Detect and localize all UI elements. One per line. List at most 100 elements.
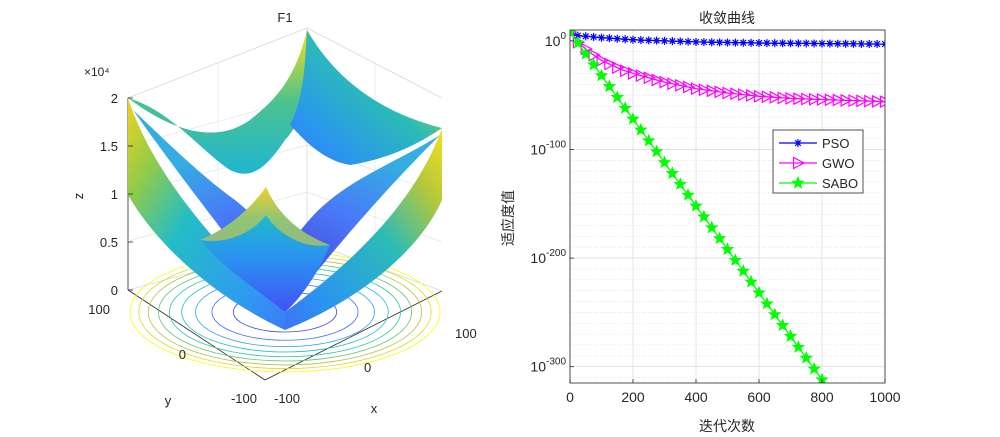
legend-marker	[794, 139, 802, 147]
surface-title: F1	[277, 10, 292, 25]
x-axis-label: x	[371, 401, 378, 416]
data-point	[712, 231, 727, 245]
data-point	[612, 61, 625, 75]
x-tick-label: 1000	[869, 389, 900, 405]
data-point	[578, 46, 593, 60]
data-point	[651, 73, 664, 87]
x-tick-label: 600	[747, 389, 771, 405]
data-point	[753, 89, 767, 103]
data-point	[697, 209, 711, 223]
data-point	[769, 90, 783, 104]
data-point	[825, 39, 834, 48]
surface-left-wing	[128, 98, 285, 330]
data-point	[728, 253, 743, 266]
data-point	[872, 94, 885, 108]
y-tick-label: 100	[545, 31, 567, 49]
data-point	[621, 35, 630, 44]
data-point	[714, 85, 727, 99]
data-point	[807, 361, 821, 375]
data-point	[801, 92, 814, 106]
data-point	[636, 36, 645, 45]
legend-label: PSO	[822, 136, 849, 151]
data-point	[715, 38, 724, 47]
data-point	[618, 101, 632, 115]
data-point	[786, 39, 795, 48]
legend-marker	[791, 175, 805, 189]
data-point	[778, 39, 787, 48]
data-point	[641, 133, 656, 147]
grid	[569, 29, 886, 383]
surface-front-cusp	[200, 187, 330, 312]
data-point	[627, 66, 641, 80]
y-tick: -100	[231, 391, 257, 406]
data-point	[629, 35, 637, 44]
data-point	[783, 329, 798, 342]
legend-item-pso: PSO	[779, 136, 849, 151]
z-tick: 0.5	[100, 235, 118, 250]
data-point	[681, 188, 695, 201]
data-point	[602, 79, 617, 93]
z-axis: 0 0.5 1 1.5 2 ×10⁴ z	[71, 65, 133, 298]
data-point	[597, 33, 606, 42]
legend-label: SABO	[822, 176, 858, 191]
x-axis: -100 0 100 x	[274, 326, 477, 416]
data-point	[775, 318, 790, 332]
surface-back-rim	[128, 30, 312, 174]
data-point	[649, 144, 664, 158]
data-point	[799, 350, 814, 364]
data-point	[626, 111, 640, 125]
data-point	[747, 38, 756, 47]
y-tick: 0	[179, 347, 186, 362]
x-tick-label: 400	[684, 389, 708, 405]
series-gwo	[570, 30, 885, 109]
surface-right-wing	[285, 128, 442, 330]
data-point	[581, 32, 590, 41]
z-exponent-label: ×10⁴	[84, 65, 110, 79]
data-point	[698, 83, 712, 97]
data-point	[833, 39, 842, 48]
data-point	[706, 84, 720, 98]
data-point	[848, 94, 861, 108]
data-point	[873, 40, 882, 49]
data-point	[744, 274, 758, 288]
data-point	[720, 242, 735, 256]
data-point	[676, 37, 685, 46]
data-point	[794, 39, 803, 48]
surface-cusp-highlight	[200, 187, 330, 246]
data-point	[752, 285, 766, 299]
data-point	[739, 38, 748, 47]
data-point	[746, 88, 759, 102]
data-point	[690, 82, 704, 96]
data-point	[668, 37, 677, 46]
data-point	[684, 37, 693, 46]
data-point	[659, 75, 672, 89]
data-point	[596, 53, 609, 67]
data-point	[849, 39, 858, 48]
data-point	[736, 264, 751, 277]
data-point	[856, 94, 869, 108]
x-tick: 100	[455, 326, 477, 341]
data-point	[760, 296, 774, 310]
x-tick: -100	[274, 391, 300, 406]
data-point	[810, 39, 819, 48]
data-point	[594, 68, 609, 82]
data-point	[644, 36, 653, 45]
data-point	[857, 39, 866, 48]
data-point	[738, 88, 751, 102]
data-point	[761, 90, 775, 104]
data-point	[573, 31, 582, 40]
series-line	[570, 31, 885, 103]
x-tick-label: 800	[810, 389, 834, 405]
data-point	[809, 92, 822, 106]
data-point	[692, 37, 700, 46]
data-point	[723, 38, 732, 47]
data-point	[832, 93, 846, 107]
y-tick: 100	[88, 302, 110, 317]
data-point	[864, 94, 877, 108]
data-point	[840, 93, 853, 107]
data-point	[767, 307, 782, 321]
data-point	[689, 198, 703, 212]
data-point	[777, 91, 790, 105]
convergence-title: 收敛曲线	[699, 11, 755, 27]
